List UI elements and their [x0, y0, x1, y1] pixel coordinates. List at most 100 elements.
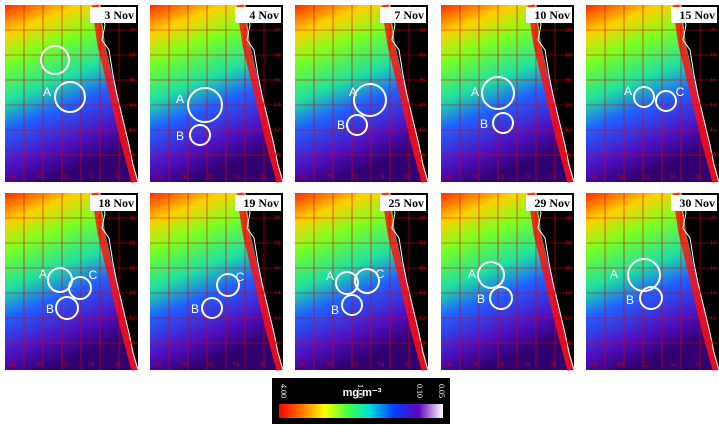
lon-label: 74	[233, 174, 239, 180]
date-label-bg	[671, 7, 717, 23]
region-circle	[481, 76, 515, 110]
region-letter: C	[236, 270, 245, 284]
lat-label: 16	[419, 77, 425, 83]
date-label: 29 Nov	[534, 196, 570, 210]
lat-label: 12	[129, 315, 135, 321]
date-label: 19 Nov	[243, 196, 279, 210]
lon-label: 68	[446, 362, 452, 368]
lat-label: 16	[274, 265, 280, 271]
map-panel: 20 18 16 14 12 10 68 70 72 74 76 4 Nov A B	[150, 4, 284, 183]
lat-label: 18	[274, 52, 280, 58]
lon-label: 68	[591, 174, 597, 180]
date-label: 7 Nov	[394, 8, 424, 22]
lon-label: 74	[524, 174, 530, 180]
lat-label: 12	[129, 127, 135, 133]
map-panel: 20 18 16 14 12 10 68 70 72 74 76 29 Nov AB	[441, 192, 575, 371]
region-letter: A	[349, 85, 357, 99]
map-panel: 20 18 16 14 12 10 68 70 72 74 76 10 Nov A B	[441, 4, 575, 183]
lon-label: 74	[88, 174, 94, 180]
date-label: 30 Nov	[679, 196, 715, 210]
region-letter: B	[331, 303, 339, 317]
region-circle	[341, 294, 363, 316]
date-label-bg	[235, 195, 281, 211]
lat-label: 18	[129, 52, 135, 58]
lat-label: 18	[274, 240, 280, 246]
lon-label: 72	[62, 174, 68, 180]
lon-label: 68	[10, 174, 16, 180]
coastal-band	[236, 4, 284, 183]
region-letter: A	[471, 85, 479, 99]
lon-label: 72	[207, 174, 213, 180]
lon-label: 68	[591, 362, 597, 368]
lon-label: 70	[181, 362, 187, 368]
lat-label: 10	[274, 340, 280, 346]
lat-label: 10	[565, 152, 571, 158]
lon-label: 70	[181, 174, 187, 180]
region-letter: A	[39, 267, 47, 281]
lat-label: 12	[274, 315, 280, 321]
region-circle	[633, 86, 655, 108]
region-letter: B	[46, 302, 54, 316]
colorbar-unit: mg m⁻³	[343, 387, 382, 399]
lon-label: 68	[155, 362, 161, 368]
map-panel: 20 18 16 14 12 10 68 70 72 74 76 30 Nov AB	[586, 192, 719, 371]
date-label-bg	[380, 7, 426, 23]
region-circle	[40, 45, 70, 75]
lat-label: 14	[274, 290, 280, 296]
lon-label: 70	[36, 362, 42, 368]
lon-label: 68	[155, 174, 161, 180]
region-letter: A	[176, 92, 184, 106]
region-letter: A	[610, 267, 618, 281]
lon-label: 74	[378, 362, 384, 368]
lat-label: 20	[565, 27, 571, 33]
date-label-bg	[671, 195, 717, 211]
lon-label: 68	[300, 362, 306, 368]
lon-label: 72	[352, 174, 358, 180]
region-circle	[627, 258, 661, 292]
lon-label: 76	[114, 362, 120, 368]
lat-label: 20	[274, 27, 280, 33]
lat-label: 10	[565, 340, 571, 346]
lat-label: 14	[129, 102, 135, 108]
lon-label: 76	[550, 362, 556, 368]
lon-label: 68	[10, 362, 16, 368]
region-circle	[346, 114, 368, 136]
lat-label: 16	[565, 77, 571, 83]
lat-label: 14	[565, 290, 571, 296]
date-label: 3 Nov	[104, 8, 134, 22]
lat-label: 16	[419, 265, 425, 271]
date-label: 18 Nov	[98, 196, 134, 210]
coastal-band	[91, 4, 139, 183]
lat-label: 14	[419, 102, 425, 108]
lat-label: 12	[710, 127, 716, 133]
lon-label: 74	[233, 362, 239, 368]
date-label: 25 Nov	[388, 196, 424, 210]
region-letter: B	[626, 293, 634, 307]
lat-label: 20	[419, 27, 425, 33]
lat-label: 10	[419, 152, 425, 158]
lat-label: 12	[419, 315, 425, 321]
lat-label: 14	[419, 290, 425, 296]
date-label: 10 Nov	[534, 8, 570, 22]
map-panel: 20 18 16 14 12 10 68 70 72 74 76 19 Nov C B	[150, 192, 284, 371]
lon-label: 70	[326, 174, 332, 180]
region-circle	[477, 261, 505, 289]
region-circle	[54, 81, 86, 113]
lat-label: 12	[419, 127, 425, 133]
date-label-bg	[90, 195, 136, 211]
lon-label: 72	[498, 362, 504, 368]
lon-label: 72	[643, 362, 649, 368]
lat-label: 12	[710, 315, 716, 321]
region-circle	[492, 112, 514, 134]
date-label-bg	[526, 195, 572, 211]
region-letter: B	[480, 117, 488, 131]
colorbar	[279, 404, 443, 418]
coastal-band	[527, 4, 575, 183]
lat-label: 20	[565, 215, 571, 221]
lon-label: 68	[300, 174, 306, 180]
lat-label: 18	[710, 240, 716, 246]
lat-label: 16	[710, 77, 716, 83]
map-panel: 20 18 16 14 12 10 68 70 72 74 76 18 Nov A C B	[5, 192, 139, 371]
lat-label: 12	[565, 315, 571, 321]
